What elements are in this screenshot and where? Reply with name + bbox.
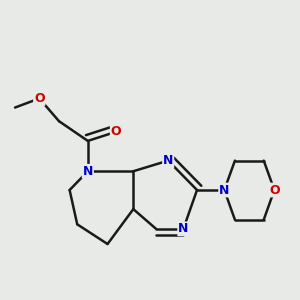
Text: O: O	[111, 125, 121, 138]
Text: N: N	[178, 222, 188, 236]
Text: N: N	[163, 154, 173, 167]
Text: O: O	[34, 92, 45, 105]
Text: O: O	[269, 184, 280, 196]
Text: N: N	[82, 165, 93, 178]
Text: N: N	[219, 184, 230, 196]
